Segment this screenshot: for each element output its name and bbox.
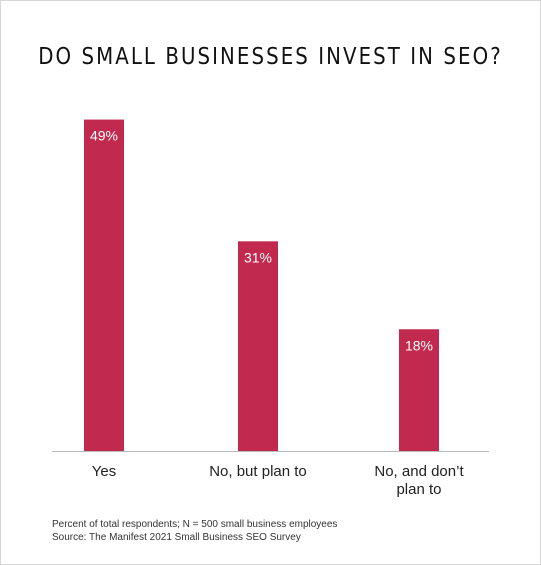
bar-value-label: 31% (244, 249, 272, 265)
bar-value-label: 49% (90, 128, 118, 144)
category-label: plan to (396, 481, 441, 498)
footnotes: Percent of total respondents; N = 500 sm… (52, 518, 337, 544)
bar (84, 119, 124, 451)
category-label: No, and don’t (374, 463, 464, 480)
footnote-source: Source: The Manifest 2021 Small Business… (52, 532, 301, 543)
bar (399, 329, 439, 451)
bar-value-label: 18% (405, 337, 433, 353)
category-label: No, but plan to (209, 463, 307, 480)
category-label: Yes (92, 463, 116, 480)
footnote-respondents: Percent of total respondents; N = 500 sm… (52, 519, 338, 530)
chart-title: DO SMALL BUSINESSES INVEST IN SEO? (38, 44, 503, 70)
bar (238, 241, 278, 451)
